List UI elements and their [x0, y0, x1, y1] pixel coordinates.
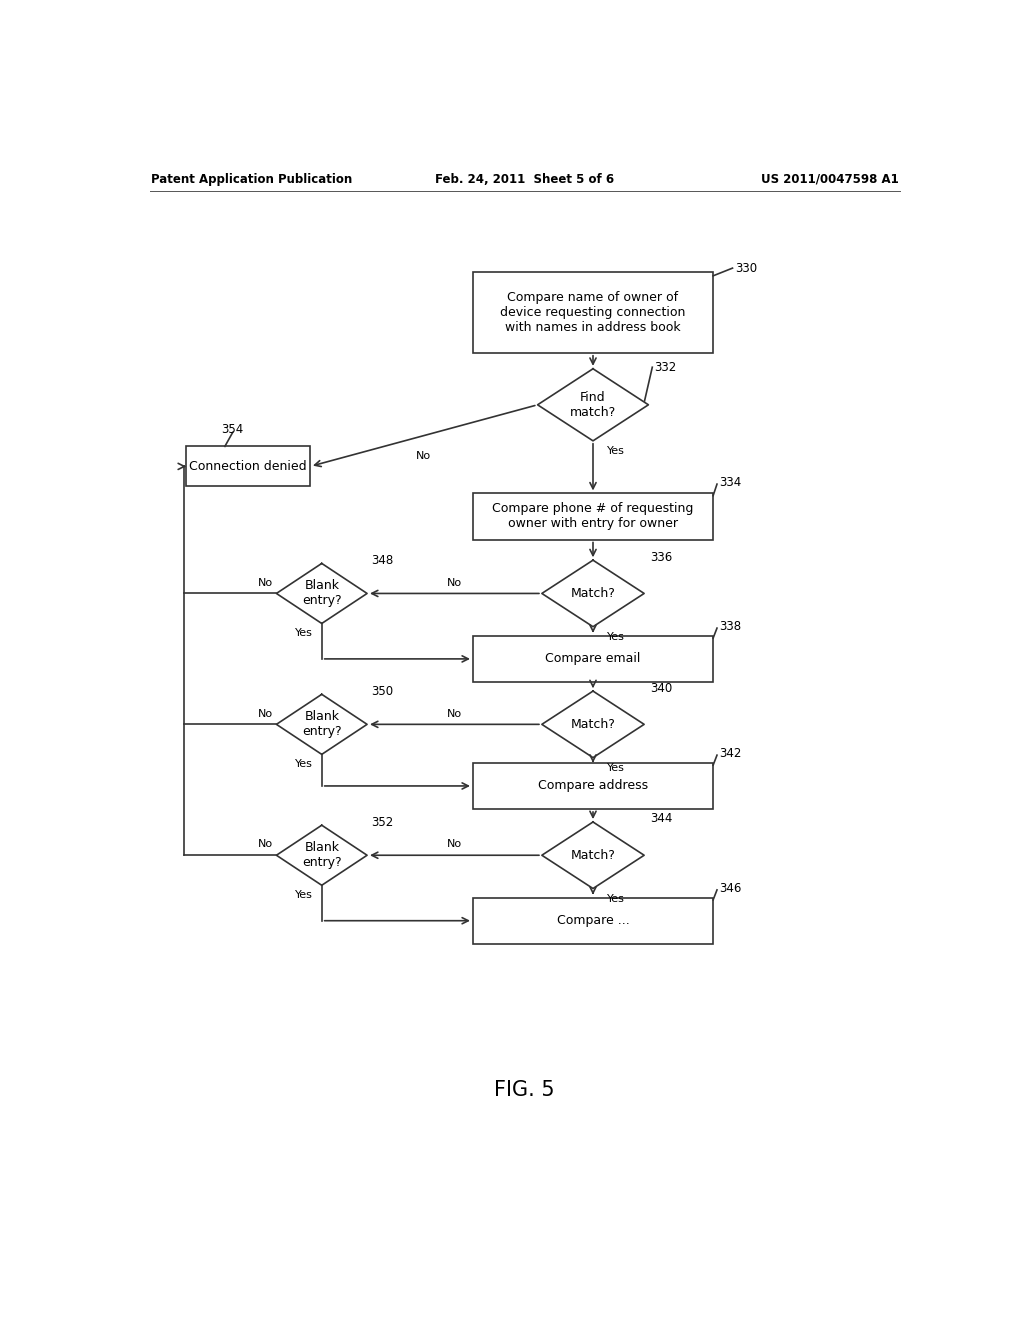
Text: Patent Application Publication: Patent Application Publication	[152, 173, 352, 186]
Text: No: No	[257, 578, 272, 587]
FancyBboxPatch shape	[473, 272, 713, 352]
FancyBboxPatch shape	[473, 636, 713, 682]
Text: Feb. 24, 2011  Sheet 5 of 6: Feb. 24, 2011 Sheet 5 of 6	[435, 173, 614, 186]
Text: Compare ...: Compare ...	[557, 915, 630, 927]
Text: Match?: Match?	[570, 849, 615, 862]
Text: Blank
entry?: Blank entry?	[302, 710, 342, 738]
Text: 342: 342	[719, 747, 741, 760]
Text: FIG. 5: FIG. 5	[495, 1080, 555, 1100]
Text: No: No	[446, 709, 462, 718]
Text: Yes: Yes	[607, 446, 625, 455]
FancyBboxPatch shape	[473, 494, 713, 540]
Text: Yes: Yes	[607, 894, 625, 903]
Text: Blank
entry?: Blank entry?	[302, 579, 342, 607]
Polygon shape	[542, 822, 644, 888]
Text: 332: 332	[654, 360, 677, 374]
Text: No: No	[417, 451, 431, 462]
Text: US 2011/0047598 A1: US 2011/0047598 A1	[761, 173, 898, 186]
Text: 330: 330	[735, 261, 757, 275]
Text: No: No	[446, 578, 462, 587]
Text: No: No	[257, 840, 272, 850]
Text: 354: 354	[221, 422, 244, 436]
Text: Yes: Yes	[607, 763, 625, 772]
Text: Match?: Match?	[570, 587, 615, 601]
Polygon shape	[542, 560, 644, 627]
Text: 346: 346	[719, 882, 741, 895]
Text: 340: 340	[650, 681, 673, 694]
Text: 336: 336	[650, 550, 673, 564]
Text: 350: 350	[371, 685, 393, 698]
Polygon shape	[538, 368, 648, 441]
FancyBboxPatch shape	[473, 763, 713, 809]
Polygon shape	[276, 825, 367, 886]
Text: Connection denied: Connection denied	[189, 459, 307, 473]
Text: 338: 338	[719, 620, 741, 634]
Polygon shape	[542, 692, 644, 758]
Text: Compare name of owner of
device requesting connection
with names in address book: Compare name of owner of device requesti…	[501, 290, 686, 334]
Text: Yes: Yes	[295, 628, 312, 639]
Text: Yes: Yes	[295, 890, 312, 900]
Text: Compare address: Compare address	[538, 779, 648, 792]
Text: 348: 348	[371, 554, 393, 566]
Text: 334: 334	[719, 477, 741, 490]
Text: Compare email: Compare email	[546, 652, 641, 665]
Text: Compare phone # of requesting
owner with entry for owner: Compare phone # of requesting owner with…	[493, 503, 693, 531]
Polygon shape	[276, 694, 367, 755]
Text: Match?: Match?	[570, 718, 615, 731]
Text: No: No	[257, 709, 272, 718]
Text: Yes: Yes	[295, 759, 312, 770]
Text: 344: 344	[650, 812, 673, 825]
FancyBboxPatch shape	[473, 898, 713, 944]
Text: No: No	[446, 840, 462, 850]
Text: 352: 352	[371, 816, 393, 829]
Text: Blank
entry?: Blank entry?	[302, 841, 342, 870]
Text: Find
match?: Find match?	[570, 391, 616, 418]
Text: Yes: Yes	[607, 632, 625, 642]
Polygon shape	[276, 564, 367, 623]
FancyBboxPatch shape	[186, 446, 310, 487]
